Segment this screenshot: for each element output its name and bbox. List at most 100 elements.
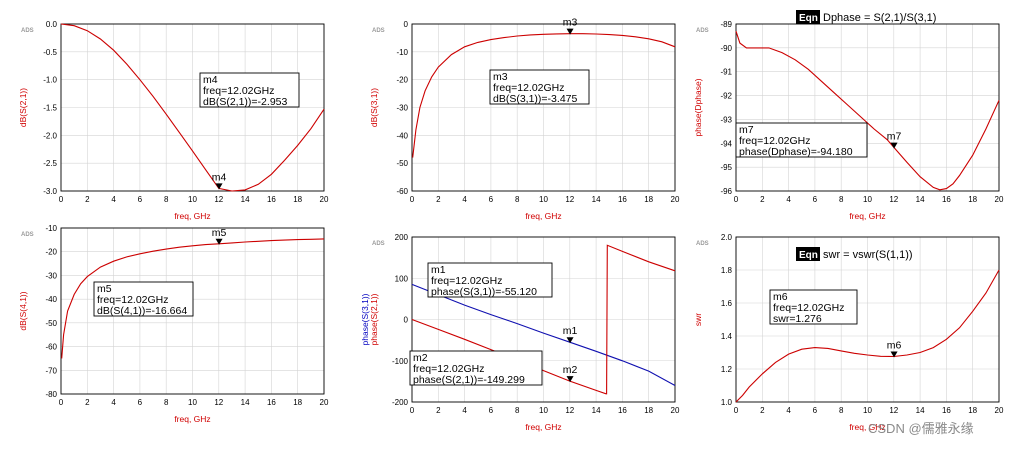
x-tick-label: 12	[565, 406, 574, 415]
y-tick-label: -91	[720, 68, 732, 77]
marker-readout-box[interactable]	[735, 122, 868, 158]
x-tick-label: 4	[786, 195, 791, 204]
y-tick-label: 1.0	[721, 398, 733, 407]
y-axis-label: dB(S(2,1))	[18, 88, 28, 127]
y-tick-label: 1.4	[721, 332, 733, 341]
y-tick-label: -93	[720, 115, 732, 124]
marker-readout-line: freq=12.02GHz	[773, 302, 845, 314]
ads-tag: ADS	[21, 28, 34, 34]
marker-readout-line: m2	[413, 352, 428, 364]
marker-m7[interactable]	[890, 142, 898, 149]
eqn-badge[interactable]	[796, 247, 820, 261]
series-line-phase-s-3-1-	[411, 283, 676, 386]
y-tick-label: 2.0	[721, 233, 733, 242]
x-tick-label: 10	[863, 195, 872, 204]
x-tick-label: 8	[839, 195, 844, 204]
x-tick-label: 4	[462, 406, 467, 415]
marker-readout-line: dB(S(3,1))=-3.475	[493, 93, 577, 105]
x-tick-label: 10	[188, 195, 197, 204]
chart-p3: 0 2 4 6 8 10 12 14 16 18 20 -89 -90 -91 -92 -93 -94 -95 -9…	[693, 10, 1004, 221]
y-axis-label: swr	[693, 313, 703, 326]
x-tick-label: 12	[889, 406, 898, 415]
x-tick-label: 12	[889, 195, 898, 204]
x-tick-label: 14	[241, 195, 250, 204]
y-tick-label: -30	[396, 104, 408, 113]
marker-m2[interactable]	[566, 376, 574, 383]
x-tick-label: 6	[813, 406, 818, 415]
marker-readout-box[interactable]	[409, 350, 543, 386]
y-tick-label: 0	[404, 316, 409, 325]
marker-m1[interactable]	[566, 337, 574, 344]
marker-readout-line: freq=12.02GHz	[413, 363, 485, 375]
x-tick-label: 0	[734, 406, 739, 415]
x-tick-label: 16	[942, 406, 951, 415]
ads-tag: ADS	[372, 28, 385, 34]
chart-p5: 0 2 4 6 8 10 12 14 16 18 20 200 100 0 -100 -200 ADS freq,…	[360, 233, 680, 432]
x-tick-label: 0	[410, 406, 415, 415]
x-tick-label: 18	[644, 406, 653, 415]
marker-readout-box[interactable]	[199, 72, 300, 108]
x-tick-label: 2	[85, 195, 90, 204]
y-tick-label: -40	[45, 295, 57, 304]
y-tick-label: 0	[404, 20, 409, 29]
marker-label: m5	[212, 227, 227, 239]
x-tick-label: 18	[293, 195, 302, 204]
y-tick-label: -89	[720, 20, 732, 29]
marker-readout-box[interactable]	[769, 289, 858, 325]
ads-tag: ADS	[21, 232, 34, 238]
marker-readout-line: dB(S(4,1))=-16.664	[97, 305, 187, 317]
marker-m5[interactable]	[215, 238, 223, 245]
plot-frame	[60, 227, 325, 395]
y-tick-label: -200	[392, 398, 409, 407]
marker-label: m4	[212, 171, 227, 183]
y-tick-label: -60	[396, 187, 408, 196]
marker-readout-box[interactable]	[489, 69, 590, 105]
chart-p1: 0 2 4 6 8 10 12 14 16 18 20 0.0 -0.5 -1.0 -1.5 -2.0 -2.5…	[18, 20, 329, 221]
x-tick-label: 20	[671, 406, 680, 415]
marker-readout-line: swr=1.276	[773, 313, 822, 325]
marker-m4[interactable]	[215, 183, 223, 190]
eqn-badge[interactable]	[796, 10, 820, 24]
equation-text: swr = vswr(S(1,1))	[823, 249, 913, 261]
y-axis-label: phase(Dphase)	[693, 78, 703, 136]
marker-readout-line: m6	[773, 291, 788, 303]
chart-p6: 0 2 4 6 8 10 12 14 16 18 20 2.0 1.8 1.6 1.4 1.2 1.0 ADS fr…	[693, 233, 1004, 432]
marker-readout-box[interactable]	[427, 262, 553, 298]
series-line-swr	[735, 269, 1000, 403]
x-tick-label: 20	[995, 195, 1004, 204]
y-tick-label: -80	[45, 390, 57, 399]
x-tick-label: 14	[916, 195, 925, 204]
marker-label: m2	[563, 364, 578, 376]
x-tick-label: 0	[410, 195, 415, 204]
x-tick-label: 0	[59, 398, 64, 407]
x-tick-label: 16	[267, 398, 276, 407]
x-axis-label: freq, GHz	[174, 211, 210, 221]
y-tick-label: -40	[396, 131, 408, 140]
y-tick-label: 1.2	[721, 365, 733, 374]
x-axis-label: freq, GHz	[525, 422, 561, 432]
marker-m3[interactable]	[566, 28, 574, 35]
x-axis-label: freq, GHz	[525, 211, 561, 221]
marker-readout-line: m4	[203, 74, 218, 86]
x-tick-label: 10	[539, 195, 548, 204]
x-tick-label: 14	[592, 195, 601, 204]
x-tick-label: 10	[539, 406, 548, 415]
x-tick-label: 4	[462, 195, 467, 204]
marker-readout-box[interactable]	[93, 281, 194, 317]
series-line-db-s-4-1-	[61, 238, 325, 359]
y-axis-label: dB(S(4,1))	[18, 291, 28, 330]
y-tick-label: 0.0	[46, 20, 58, 29]
x-tick-label: 16	[942, 195, 951, 204]
x-tick-label: 10	[188, 398, 197, 407]
x-axis-label: freq, GHz	[849, 422, 885, 432]
x-tick-label: 2	[436, 406, 441, 415]
ads-tag: ADS	[696, 28, 709, 34]
y-tick-label: -100	[392, 357, 409, 366]
marker-m6[interactable]	[890, 351, 898, 358]
y-tick-label: -3.0	[43, 187, 57, 196]
x-tick-label: 14	[241, 398, 250, 407]
x-tick-label: 20	[320, 195, 329, 204]
x-tick-label: 6	[138, 398, 143, 407]
marker-readout-line: freq=12.02GHz	[493, 82, 565, 94]
